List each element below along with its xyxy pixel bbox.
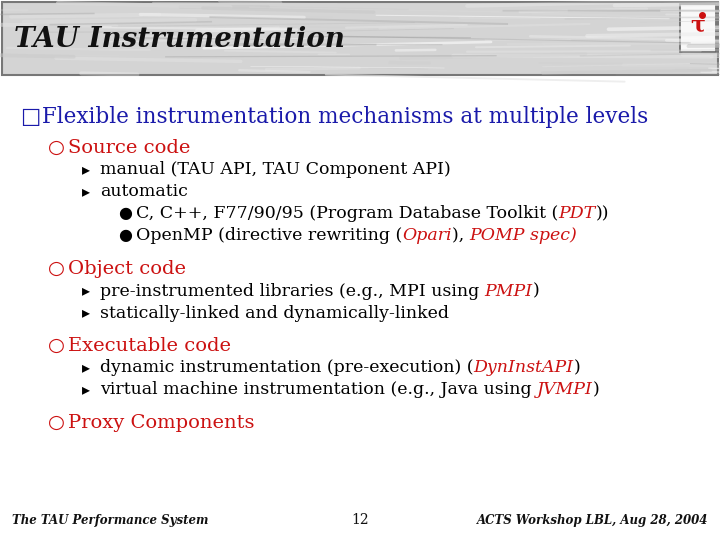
Text: dynamic instrumentation (pre-execution) (: dynamic instrumentation (pre-execution) …	[100, 360, 474, 376]
Text: C, C++, F77/90/95 (Program Database Toolkit (: C, C++, F77/90/95 (Program Database Tool…	[136, 206, 558, 222]
Text: Opari: Opari	[402, 227, 451, 245]
Text: ○: ○	[48, 260, 65, 278]
Text: JVMPI: JVMPI	[537, 381, 593, 399]
Text: manual (TAU API, TAU Component API): manual (TAU API, TAU Component API)	[100, 161, 451, 179]
Text: ▸: ▸	[82, 161, 90, 179]
Text: Object code: Object code	[68, 260, 186, 278]
Text: ): )	[533, 282, 539, 300]
Text: ●: ●	[118, 206, 132, 222]
Text: ○: ○	[48, 139, 65, 157]
Text: virtual machine instrumentation (e.g., Java using: virtual machine instrumentation (e.g., J…	[100, 381, 537, 399]
Text: ○: ○	[48, 414, 65, 432]
Text: PMPI: PMPI	[485, 282, 533, 300]
Text: Executable code: Executable code	[68, 337, 231, 355]
Text: τ: τ	[690, 15, 706, 37]
Text: ▸: ▸	[82, 184, 90, 200]
Text: ),: ),	[451, 227, 469, 245]
Text: OpenMP (directive rewriting (: OpenMP (directive rewriting (	[136, 227, 402, 245]
Text: 12: 12	[351, 513, 369, 527]
Text: ACTS Workshop LBL, Aug 28, 2004: ACTS Workshop LBL, Aug 28, 2004	[477, 514, 708, 527]
Text: POMP spec): POMP spec)	[469, 227, 577, 245]
Text: automatic: automatic	[100, 184, 188, 200]
Text: The TAU Performance System: The TAU Performance System	[12, 514, 208, 527]
Text: Source code: Source code	[68, 139, 190, 157]
Text: ▸: ▸	[82, 381, 90, 399]
Text: ▸: ▸	[82, 305, 90, 321]
Text: Flexible instrumentation mechanisms at multiple levels: Flexible instrumentation mechanisms at m…	[42, 106, 648, 128]
Text: □: □	[20, 106, 40, 128]
Text: Proxy Components: Proxy Components	[68, 414, 254, 432]
FancyBboxPatch shape	[680, 4, 716, 52]
Text: ): )	[593, 381, 600, 399]
Text: ): )	[574, 360, 580, 376]
Text: ●: ●	[118, 227, 132, 245]
Text: ▸: ▸	[82, 282, 90, 300]
FancyBboxPatch shape	[2, 2, 718, 75]
Text: DynInstAPI: DynInstAPI	[474, 360, 574, 376]
Text: TAU Instrumentation: TAU Instrumentation	[14, 26, 345, 53]
Text: PDT: PDT	[558, 206, 595, 222]
Text: ○: ○	[48, 337, 65, 355]
Text: pre-instrumented libraries (e.g., MPI using: pre-instrumented libraries (e.g., MPI us…	[100, 282, 485, 300]
Text: )): ))	[595, 206, 609, 222]
Text: statically-linked and dynamically-linked: statically-linked and dynamically-linked	[100, 305, 449, 321]
Text: ▸: ▸	[82, 360, 90, 376]
